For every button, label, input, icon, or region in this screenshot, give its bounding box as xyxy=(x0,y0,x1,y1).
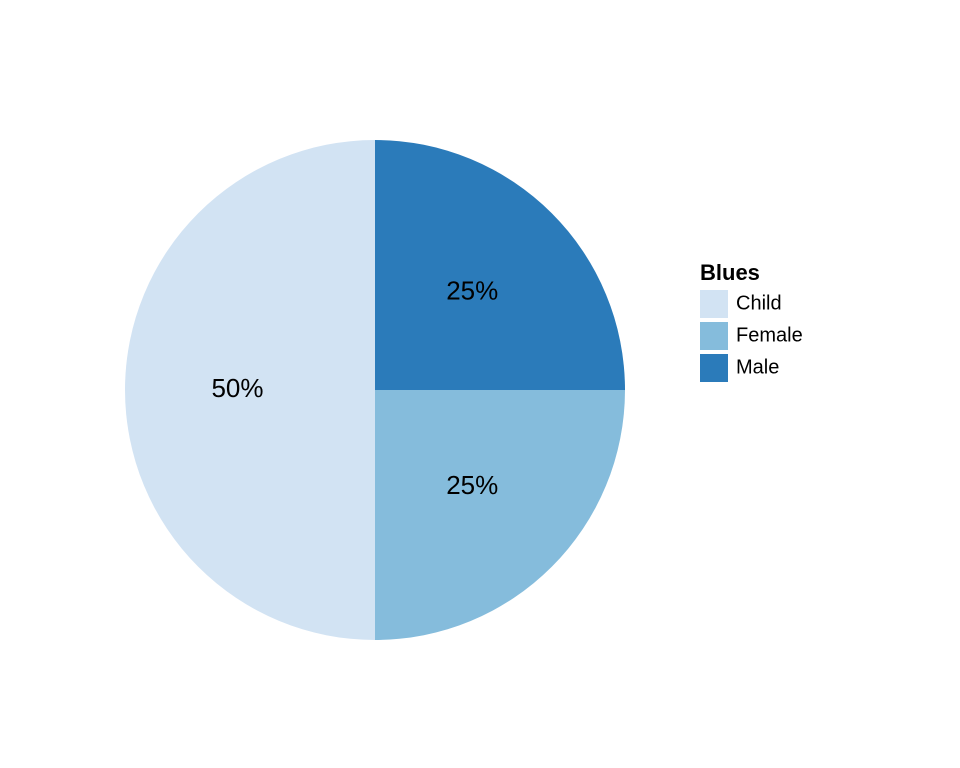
pie-chart-container: 25% 25% 50% Blues Child Female Male xyxy=(0,0,960,768)
legend-swatch xyxy=(700,290,728,318)
legend-label: Child xyxy=(736,292,782,314)
legend-label: Male xyxy=(736,356,779,378)
legend-label: Female xyxy=(736,324,803,346)
pie-label-male: 25% xyxy=(446,276,498,306)
legend-item-male: Male xyxy=(700,354,779,382)
legend-swatch xyxy=(700,322,728,350)
legend-item-female: Female xyxy=(700,322,803,350)
legend-swatch xyxy=(700,354,728,382)
legend-item-child: Child xyxy=(700,290,782,318)
legend-title: Blues xyxy=(700,260,760,285)
pie-label-child: 50% xyxy=(211,373,263,403)
pie-chart-svg: 25% 25% 50% Blues Child Female Male xyxy=(0,0,960,768)
pie-label-female: 25% xyxy=(446,470,498,500)
